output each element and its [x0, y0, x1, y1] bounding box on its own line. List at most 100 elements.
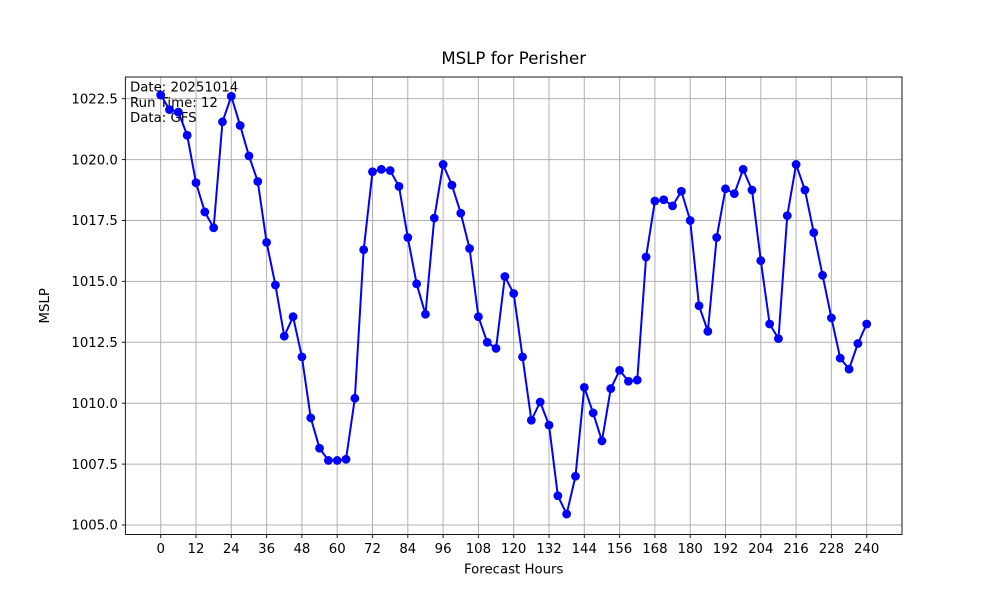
- chart-title: MSLP for Perisher: [441, 49, 586, 68]
- annotation-date: Date: 20251014: [130, 81, 238, 96]
- x-tick-label: 120: [501, 542, 526, 557]
- data-point: [862, 319, 872, 329]
- data-point: [712, 233, 722, 242]
- x-tick-label: 132: [536, 542, 561, 557]
- data-point: [191, 178, 201, 188]
- data-point: [465, 244, 474, 253]
- y-tick-label: 1015.0: [71, 275, 118, 290]
- data-point: [606, 384, 616, 393]
- data-point: [756, 256, 766, 266]
- data-point: [376, 164, 386, 174]
- data-point: [368, 167, 377, 177]
- y-tick-label: 1020.0: [71, 153, 118, 168]
- data-point: [729, 189, 739, 199]
- data-point: [323, 456, 333, 465]
- data-point: [632, 375, 642, 385]
- x-tick-label: 204: [748, 542, 773, 557]
- data-point: [182, 130, 192, 140]
- data-point: [306, 413, 316, 423]
- grid-lines: [125, 77, 902, 535]
- data-point: [482, 337, 492, 347]
- data-point: [244, 151, 254, 161]
- x-tick-label: 216: [783, 542, 808, 557]
- data-point: [279, 331, 289, 341]
- data-point: [253, 177, 263, 186]
- y-tick-label: 1022.5: [71, 92, 118, 107]
- data-point: [165, 105, 174, 115]
- data-series: [156, 90, 872, 519]
- x-tick-label: 72: [364, 542, 381, 557]
- data-point: [747, 185, 757, 195]
- data-point: [500, 272, 510, 281]
- x-tick-label: 180: [678, 542, 703, 557]
- data-point: [332, 456, 342, 465]
- y-tick-label: 1007.5: [71, 458, 118, 473]
- data-point: [226, 91, 236, 101]
- data-point: [262, 238, 271, 247]
- data-point: [341, 454, 351, 464]
- data-point: [588, 408, 598, 418]
- x-tick-label: 36: [258, 542, 275, 557]
- data-point: [641, 252, 651, 262]
- data-point: [571, 471, 580, 481]
- x-tick-label: 228: [819, 542, 844, 557]
- axis-ticks: 0 12 24 36 48 60 72 84 96 108 120 132 144 156 168 180 19…: [71, 92, 879, 557]
- data-point: [412, 279, 422, 289]
- x-tick-label: 84: [399, 542, 416, 557]
- x-tick-label: 60: [329, 542, 346, 557]
- data-point: [650, 196, 660, 206]
- y-tick-label: 1005.0: [71, 519, 118, 534]
- x-tick-label: 24: [223, 542, 240, 557]
- x-tick-label: 156: [607, 542, 632, 557]
- data-point: [518, 352, 527, 362]
- y-tick-label: 1017.5: [71, 214, 118, 229]
- x-tick-label: 192: [713, 542, 738, 557]
- data-point: [535, 397, 545, 407]
- data-point: [579, 382, 589, 392]
- y-tick-label: 1010.0: [71, 397, 118, 412]
- x-tick-label: 144: [572, 542, 597, 557]
- data-point: [597, 436, 607, 446]
- x-tick-label: 96: [435, 542, 452, 557]
- data-point: [394, 181, 404, 191]
- data-point: [800, 185, 810, 195]
- data-point: [853, 339, 863, 348]
- annotation-datasource: Data: GFS: [130, 111, 197, 126]
- data-point: [474, 312, 483, 322]
- data-point: [438, 160, 448, 169]
- data-point: [624, 376, 633, 386]
- data-point: [350, 393, 360, 403]
- data-point: [659, 195, 669, 205]
- x-tick-label: 108: [466, 542, 491, 557]
- data-point: [615, 365, 624, 375]
- data-point: [403, 233, 413, 242]
- data-point: [447, 180, 457, 190]
- data-point: [774, 334, 783, 344]
- x-axis-label: Forecast Hours: [464, 563, 564, 578]
- data-point: [429, 213, 439, 223]
- data-point: [297, 352, 307, 362]
- data-point: [200, 207, 210, 217]
- data-point: [827, 313, 836, 323]
- data-point: [173, 107, 183, 117]
- data-point: [553, 491, 563, 501]
- data-point: [685, 216, 695, 225]
- data-point: [791, 160, 801, 169]
- data-point: [209, 223, 219, 233]
- data-point: [491, 343, 501, 353]
- data-point: [844, 364, 854, 374]
- annotation-runtime: Run Time: 12: [130, 96, 218, 111]
- data-point: [359, 245, 369, 255]
- y-tick-label: 1012.5: [71, 336, 118, 351]
- data-point: [676, 186, 686, 196]
- data-point: [421, 309, 430, 319]
- data-point: [235, 121, 245, 130]
- data-point: [526, 415, 536, 425]
- y-axis-label: MSLP: [38, 288, 53, 323]
- data-point: [156, 90, 166, 100]
- data-point: [818, 270, 827, 280]
- data-point: [218, 117, 227, 127]
- chart-annotation: Date: 20251014 Run Time: 12 Data: GFS: [130, 81, 238, 127]
- data-point: [765, 319, 775, 329]
